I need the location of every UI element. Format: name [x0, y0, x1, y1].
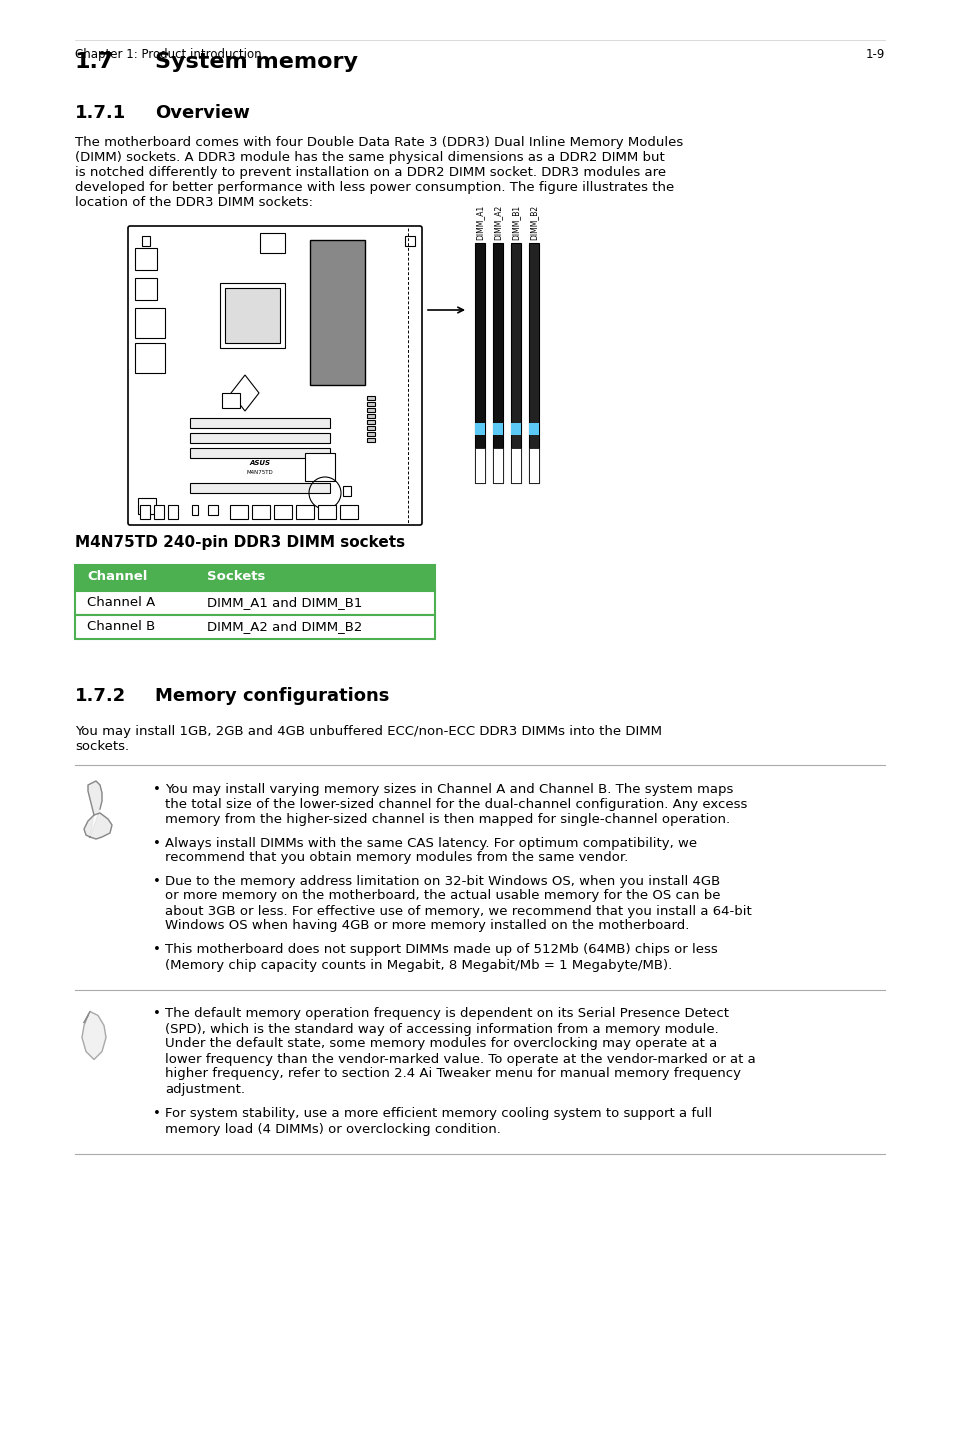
Bar: [343, 485, 351, 495]
Bar: [511, 243, 520, 483]
Text: •: •: [152, 783, 161, 796]
Bar: [475, 243, 484, 483]
Text: ASUS: ASUS: [250, 460, 271, 465]
Text: DIMM_A2: DIMM_A2: [493, 205, 502, 241]
Bar: [367, 408, 375, 412]
Bar: [295, 505, 314, 518]
Text: •: •: [152, 875, 161, 888]
Text: System memory: System memory: [154, 52, 357, 72]
Bar: [252, 505, 270, 518]
Bar: [367, 397, 375, 400]
Text: M4N75TD 240-pin DDR3 DIMM sockets: M4N75TD 240-pin DDR3 DIMM sockets: [75, 536, 405, 550]
Text: Chapter 1: Product introduction: Chapter 1: Product introduction: [75, 49, 261, 62]
Bar: [367, 420, 375, 424]
Bar: [75, 614, 435, 639]
Text: 1.7: 1.7: [75, 52, 114, 72]
Bar: [367, 402, 375, 407]
Bar: [220, 284, 285, 348]
Bar: [190, 418, 330, 428]
Bar: [529, 422, 538, 435]
Bar: [367, 425, 375, 430]
Bar: [190, 483, 330, 493]
Bar: [140, 505, 150, 518]
Bar: [405, 236, 415, 246]
Text: You may install varying memory sizes in Channel A and Channel B. The system maps: You may install varying memory sizes in …: [165, 783, 746, 826]
Text: •: •: [152, 836, 161, 849]
Text: Channel: Channel: [87, 570, 147, 583]
Bar: [305, 453, 335, 481]
Text: 1-9: 1-9: [864, 49, 884, 62]
Bar: [493, 448, 502, 483]
Text: DIMM_A1 and DIMM_B1: DIMM_A1 and DIMM_B1: [207, 596, 362, 609]
Text: Channel B: Channel B: [87, 620, 155, 633]
Text: DIMM_A2 and DIMM_B2: DIMM_A2 and DIMM_B2: [207, 620, 362, 633]
Bar: [475, 422, 484, 435]
Bar: [135, 248, 157, 271]
Bar: [529, 243, 538, 483]
Bar: [493, 243, 502, 483]
Text: Always install DIMMs with the same CAS latency. For optimum compatibility, we
re: Always install DIMMs with the same CAS l…: [165, 836, 697, 865]
Text: DIMM_B2: DIMM_B2: [529, 205, 537, 241]
Text: M4N75TD: M4N75TD: [247, 470, 274, 474]
Text: For system stability, use a more efficient memory cooling system to support a fu: For system stability, use a more efficie…: [165, 1107, 711, 1136]
Bar: [75, 591, 435, 614]
Bar: [222, 392, 240, 408]
Text: The motherboard comes with four Double Data Rate 3 (DDR3) Dual Inline Memory Mod: The motherboard comes with four Double D…: [75, 136, 682, 209]
Bar: [190, 432, 330, 442]
Bar: [230, 505, 248, 518]
Bar: [367, 432, 375, 435]
FancyBboxPatch shape: [128, 226, 421, 526]
Text: Memory configurations: Memory configurations: [154, 687, 389, 705]
Text: Sockets: Sockets: [207, 570, 265, 583]
Bar: [153, 505, 164, 518]
Bar: [511, 448, 520, 483]
Polygon shape: [82, 1011, 106, 1060]
Bar: [260, 233, 285, 253]
Bar: [511, 422, 520, 435]
Bar: [135, 278, 157, 299]
Bar: [75, 566, 435, 591]
Bar: [475, 448, 484, 483]
Bar: [135, 308, 165, 338]
Bar: [168, 505, 178, 518]
Text: This motherboard does not support DIMMs made up of 512Mb (64MB) chips or less
(M: This motherboard does not support DIMMs …: [165, 944, 717, 971]
Polygon shape: [84, 780, 112, 839]
Bar: [135, 344, 165, 372]
Bar: [493, 422, 502, 435]
Text: 1.7.1: 1.7.1: [75, 105, 126, 122]
Text: Overview: Overview: [154, 105, 250, 122]
Bar: [208, 505, 218, 516]
Text: •: •: [152, 1107, 161, 1120]
Bar: [225, 288, 280, 344]
Text: You may install 1GB, 2GB and 4GB unbuffered ECC/non-ECC DDR3 DIMMs into the DIMM: You may install 1GB, 2GB and 4GB unbuffe…: [75, 725, 661, 753]
Text: •: •: [152, 944, 161, 957]
Text: Due to the memory address limitation on 32-bit Windows OS, when you install 4GB
: Due to the memory address limitation on …: [165, 875, 751, 932]
Text: The default memory operation frequency is dependent on its Serial Presence Detec: The default memory operation frequency i…: [165, 1008, 755, 1095]
Bar: [310, 241, 365, 385]
Bar: [529, 448, 538, 483]
Text: DIMM_B1: DIMM_B1: [511, 205, 520, 241]
Bar: [274, 505, 292, 518]
Text: DIMM_A1: DIMM_A1: [475, 205, 484, 241]
Text: Channel A: Channel A: [87, 596, 155, 609]
Bar: [190, 448, 330, 458]
Bar: [142, 236, 150, 246]
Bar: [367, 438, 375, 442]
Text: •: •: [152, 1008, 161, 1021]
Bar: [138, 498, 156, 514]
Bar: [339, 505, 357, 518]
Text: 1.7.2: 1.7.2: [75, 687, 126, 705]
Bar: [367, 414, 375, 418]
Bar: [317, 505, 335, 518]
Bar: [192, 505, 198, 516]
